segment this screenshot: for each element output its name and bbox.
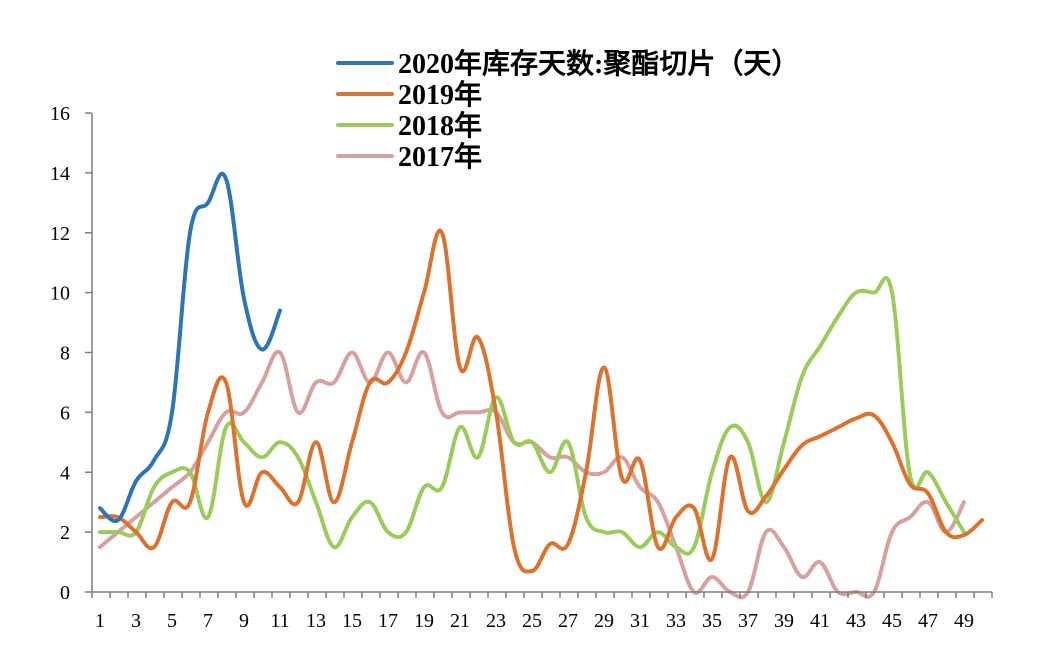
y-tick-label: 16 — [50, 103, 70, 125]
y-tick-label: 4 — [60, 462, 70, 484]
y-tick-label: 6 — [60, 402, 70, 424]
legend-label: 2020年库存天数:聚酯切片（天） — [398, 47, 799, 80]
series-layer — [98, 171, 984, 600]
series-line-2020 — [98, 171, 282, 524]
y-tick-label: 8 — [60, 343, 70, 365]
x-tick-label: 49 — [954, 610, 974, 632]
x-tick-label: 7 — [203, 610, 213, 632]
x-tick-label: 23 — [486, 610, 506, 632]
y-tick-label: 14 — [50, 163, 70, 185]
legend-label: 2017年 — [398, 140, 482, 173]
y-axis-ticks: 0 2 4 6 8 10 12 14 16 — [50, 103, 92, 604]
x-tick-label: 25 — [522, 610, 542, 632]
x-tick-label: 1 — [95, 610, 105, 632]
x-axis-ticks: 1 3 5 7 9 11 13 15 17 19 21 23 25 27 29 31 33 35 37 39 41 43 4… — [91, 592, 993, 632]
x-tick-label: 37 — [738, 610, 758, 632]
y-tick-label: 2 — [60, 522, 70, 544]
x-tick-label: 43 — [846, 610, 866, 632]
x-tick-label: 11 — [270, 610, 289, 632]
x-tick-label: 39 — [774, 610, 794, 632]
x-tick-label: 27 — [558, 610, 578, 632]
x-tick-label: 3 — [131, 610, 141, 632]
series-line-2018 — [98, 276, 966, 556]
legend-label: 2019年 — [398, 78, 482, 111]
x-tick-label: 41 — [810, 610, 830, 632]
x-tick-label: 9 — [239, 610, 249, 632]
y-tick-label: 0 — [60, 582, 70, 604]
x-tick-label: 17 — [378, 610, 398, 632]
legend-label: 2018年 — [398, 109, 482, 142]
x-tick-label: 29 — [594, 610, 614, 632]
x-tick-label: 5 — [167, 610, 177, 632]
x-tick-label: 47 — [918, 610, 938, 632]
y-tick-label: 12 — [50, 223, 70, 245]
x-tick-label: 31 — [630, 610, 650, 632]
x-tick-label: 35 — [702, 610, 722, 632]
x-tick-label: 21 — [450, 610, 470, 632]
x-tick-label: 15 — [342, 610, 362, 632]
x-tick-label: 45 — [882, 610, 902, 632]
series-line-2019 — [98, 228, 984, 574]
x-tick-label: 19 — [414, 610, 434, 632]
x-tick-label: 33 — [666, 610, 686, 632]
y-tick-label: 10 — [50, 283, 70, 305]
x-tick-label: 13 — [306, 610, 326, 632]
